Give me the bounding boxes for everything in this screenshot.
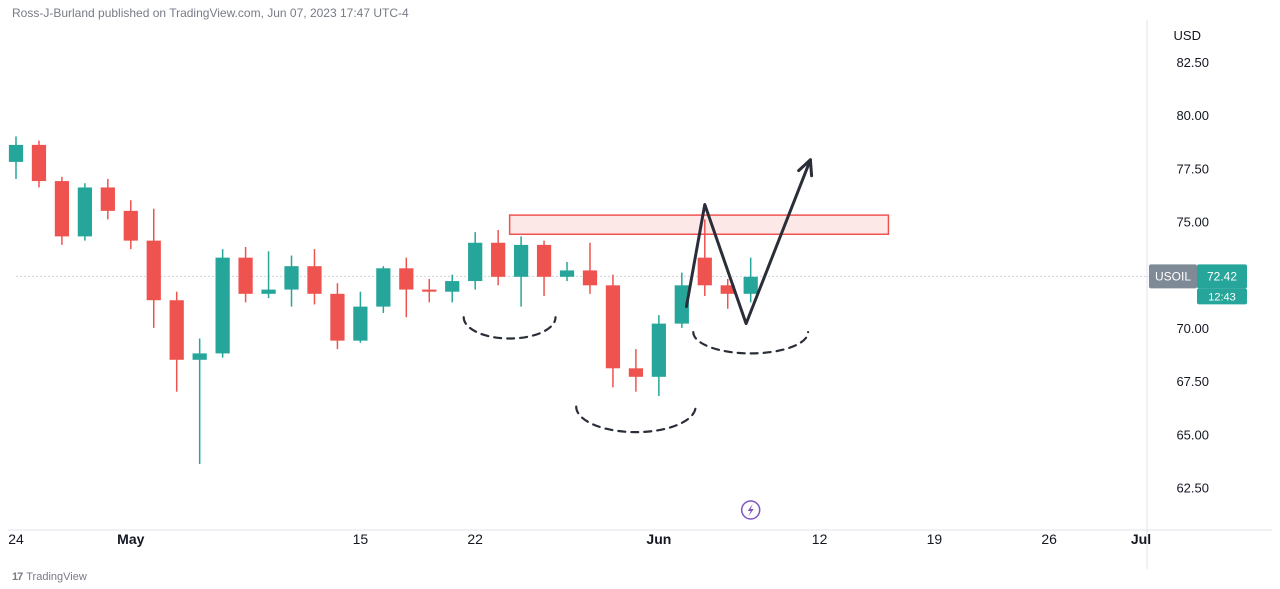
svg-text:12: 12: [812, 531, 828, 547]
svg-text:May: May: [117, 531, 144, 547]
svg-text:80.00: 80.00: [1176, 108, 1209, 123]
svg-text:82.50: 82.50: [1176, 55, 1209, 70]
attribution: 17 TradingView: [12, 571, 87, 583]
svg-text:72.42: 72.42: [1207, 269, 1237, 283]
svg-text:Jun: Jun: [646, 531, 671, 547]
tradingview-logo-icon: 17: [12, 571, 22, 583]
svg-text:77.50: 77.50: [1176, 161, 1209, 176]
svg-text:22: 22: [467, 531, 483, 547]
svg-text:19: 19: [927, 531, 943, 547]
svg-text:70.00: 70.00: [1176, 321, 1209, 336]
candlestick-chart[interactable]: USD62.5065.0067.5070.0072.5075.0077.5080…: [8, 20, 1272, 569]
svg-text:62.50: 62.50: [1176, 480, 1209, 495]
svg-text:Jul: Jul: [1131, 531, 1151, 547]
svg-text:75.00: 75.00: [1176, 214, 1209, 229]
svg-text:USOIL: USOIL: [1155, 269, 1191, 283]
svg-text:26: 26: [1041, 531, 1057, 547]
svg-text:65.00: 65.00: [1176, 427, 1209, 442]
publish-info: Ross-J-Burland published on TradingView.…: [12, 6, 409, 20]
svg-text:24: 24: [8, 531, 24, 547]
svg-text:12:43: 12:43: [1208, 291, 1236, 303]
svg-text:67.50: 67.50: [1176, 374, 1209, 389]
svg-text:15: 15: [353, 531, 369, 547]
svg-text:USD: USD: [1174, 28, 1201, 43]
attribution-text: TradingView: [26, 571, 87, 583]
chart-area[interactable]: USD62.5065.0067.5070.0072.5075.0077.5080…: [8, 20, 1272, 569]
